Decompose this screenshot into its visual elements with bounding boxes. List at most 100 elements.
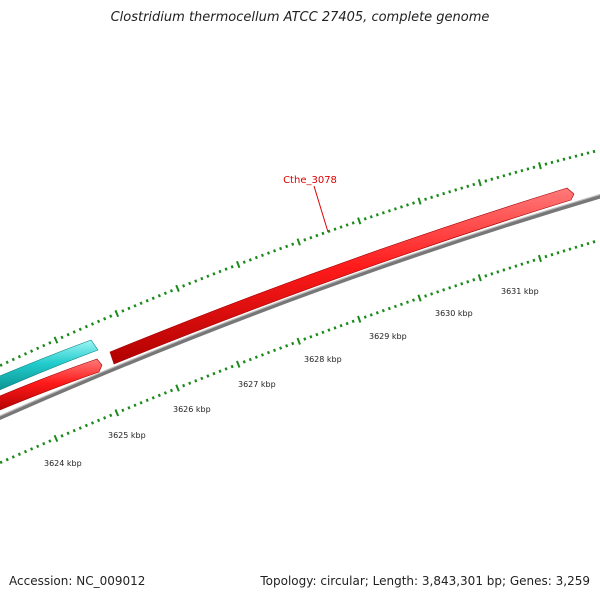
minor-tick xyxy=(200,276,204,281)
feature-cyan[interactable] xyxy=(0,339,99,392)
minor-tick xyxy=(381,308,385,313)
minor-tick xyxy=(592,149,596,154)
major-tick xyxy=(114,309,120,318)
major-tick xyxy=(296,337,301,345)
minor-tick xyxy=(285,344,289,348)
minor-tick xyxy=(218,269,222,274)
minor-tick xyxy=(496,175,500,180)
minor-tick xyxy=(200,376,204,381)
minor-tick xyxy=(48,439,52,443)
minor-tick xyxy=(375,311,379,315)
minor-tick xyxy=(0,460,3,465)
minor-tick xyxy=(375,213,379,217)
minor-tick xyxy=(133,403,137,407)
minor-tick xyxy=(212,272,216,276)
minor-tick xyxy=(430,195,434,199)
minor-tick xyxy=(466,184,470,188)
minor-tick xyxy=(224,267,228,271)
topology-text: Topology: circular; Length: 3,843,301 bp… xyxy=(260,574,590,588)
scale-label: 3628 kbp xyxy=(304,355,342,364)
minor-tick xyxy=(466,280,470,284)
genome-backbone-highlight xyxy=(0,193,600,417)
minor-tick xyxy=(169,388,174,393)
minor-tick xyxy=(399,205,403,209)
minor-tick xyxy=(163,391,167,395)
scale-label: 3631 kbp xyxy=(501,287,539,296)
major-tick xyxy=(417,294,422,302)
minor-tick xyxy=(206,274,210,278)
gene-label-cthe-3078: Cthe_3078 xyxy=(283,175,337,186)
minor-tick xyxy=(315,332,319,337)
minor-tick xyxy=(369,313,373,317)
minor-tick xyxy=(520,262,524,266)
minor-tick xyxy=(363,217,367,221)
minor-tick xyxy=(66,431,70,435)
minor-tick xyxy=(339,324,343,328)
minor-tick xyxy=(502,268,506,272)
minor-tick xyxy=(532,165,536,169)
minor-tick xyxy=(321,231,325,236)
minor-tick xyxy=(568,156,572,160)
minor-tick xyxy=(550,160,554,165)
minor-tick xyxy=(90,322,95,326)
minor-tick xyxy=(36,346,40,351)
minor-tick xyxy=(327,229,331,233)
minor-tick xyxy=(36,444,40,449)
minor-tick xyxy=(121,309,125,313)
minor-tick xyxy=(460,186,464,190)
major-tick xyxy=(53,336,59,344)
minor-tick xyxy=(369,215,373,219)
minor-tick xyxy=(84,423,88,428)
major-tick xyxy=(538,162,542,170)
minor-tick xyxy=(157,393,161,398)
accession-text: Accession: NC_009012 xyxy=(9,574,146,588)
minor-tick xyxy=(48,341,52,345)
major-tick xyxy=(114,409,120,417)
minor-tick xyxy=(194,279,198,283)
minor-tick xyxy=(412,298,416,302)
minor-tick xyxy=(442,288,446,292)
minor-tick xyxy=(78,327,82,332)
minor-tick xyxy=(412,201,415,205)
minor-tick xyxy=(345,223,349,227)
major-tick xyxy=(477,274,482,282)
minor-tick xyxy=(333,227,337,231)
minor-tick xyxy=(96,319,101,324)
gene-cthe-3078[interactable] xyxy=(109,187,575,365)
outer-tick-track xyxy=(0,149,596,367)
minor-tick xyxy=(387,209,391,213)
scale-label: 3625 kbp xyxy=(108,431,146,440)
minor-tick xyxy=(399,302,403,306)
minor-tick xyxy=(273,348,277,353)
minor-tick xyxy=(351,319,355,324)
minor-tick xyxy=(381,211,385,215)
minor-tick xyxy=(472,278,476,282)
genome-backbone xyxy=(0,194,600,420)
minor-tick xyxy=(30,349,34,353)
minor-tick xyxy=(562,157,566,161)
minor-tick xyxy=(580,243,584,248)
minor-tick xyxy=(169,289,174,293)
scale-label: 3626 kbp xyxy=(173,405,211,414)
scale-label: 3627 kbp xyxy=(238,380,276,389)
minor-tick xyxy=(406,203,409,207)
minor-tick xyxy=(285,244,289,249)
minor-tick xyxy=(484,274,488,278)
scale-label: 3629 kbp xyxy=(369,332,407,341)
minor-tick xyxy=(72,428,76,433)
gene-left-red[interactable] xyxy=(0,358,103,412)
minor-tick xyxy=(90,421,95,425)
minor-tick xyxy=(230,364,234,369)
gene-label-leader xyxy=(313,185,329,233)
minor-tick xyxy=(436,193,440,198)
minor-tick xyxy=(42,343,46,348)
minor-tick xyxy=(266,251,271,255)
minor-tick xyxy=(5,457,9,462)
major-tick xyxy=(357,217,362,225)
minor-tick xyxy=(309,335,313,339)
minor-tick xyxy=(188,281,192,286)
minor-tick xyxy=(248,357,252,362)
minor-tick xyxy=(514,170,518,174)
minor-tick xyxy=(188,381,192,385)
minor-tick xyxy=(544,254,548,259)
